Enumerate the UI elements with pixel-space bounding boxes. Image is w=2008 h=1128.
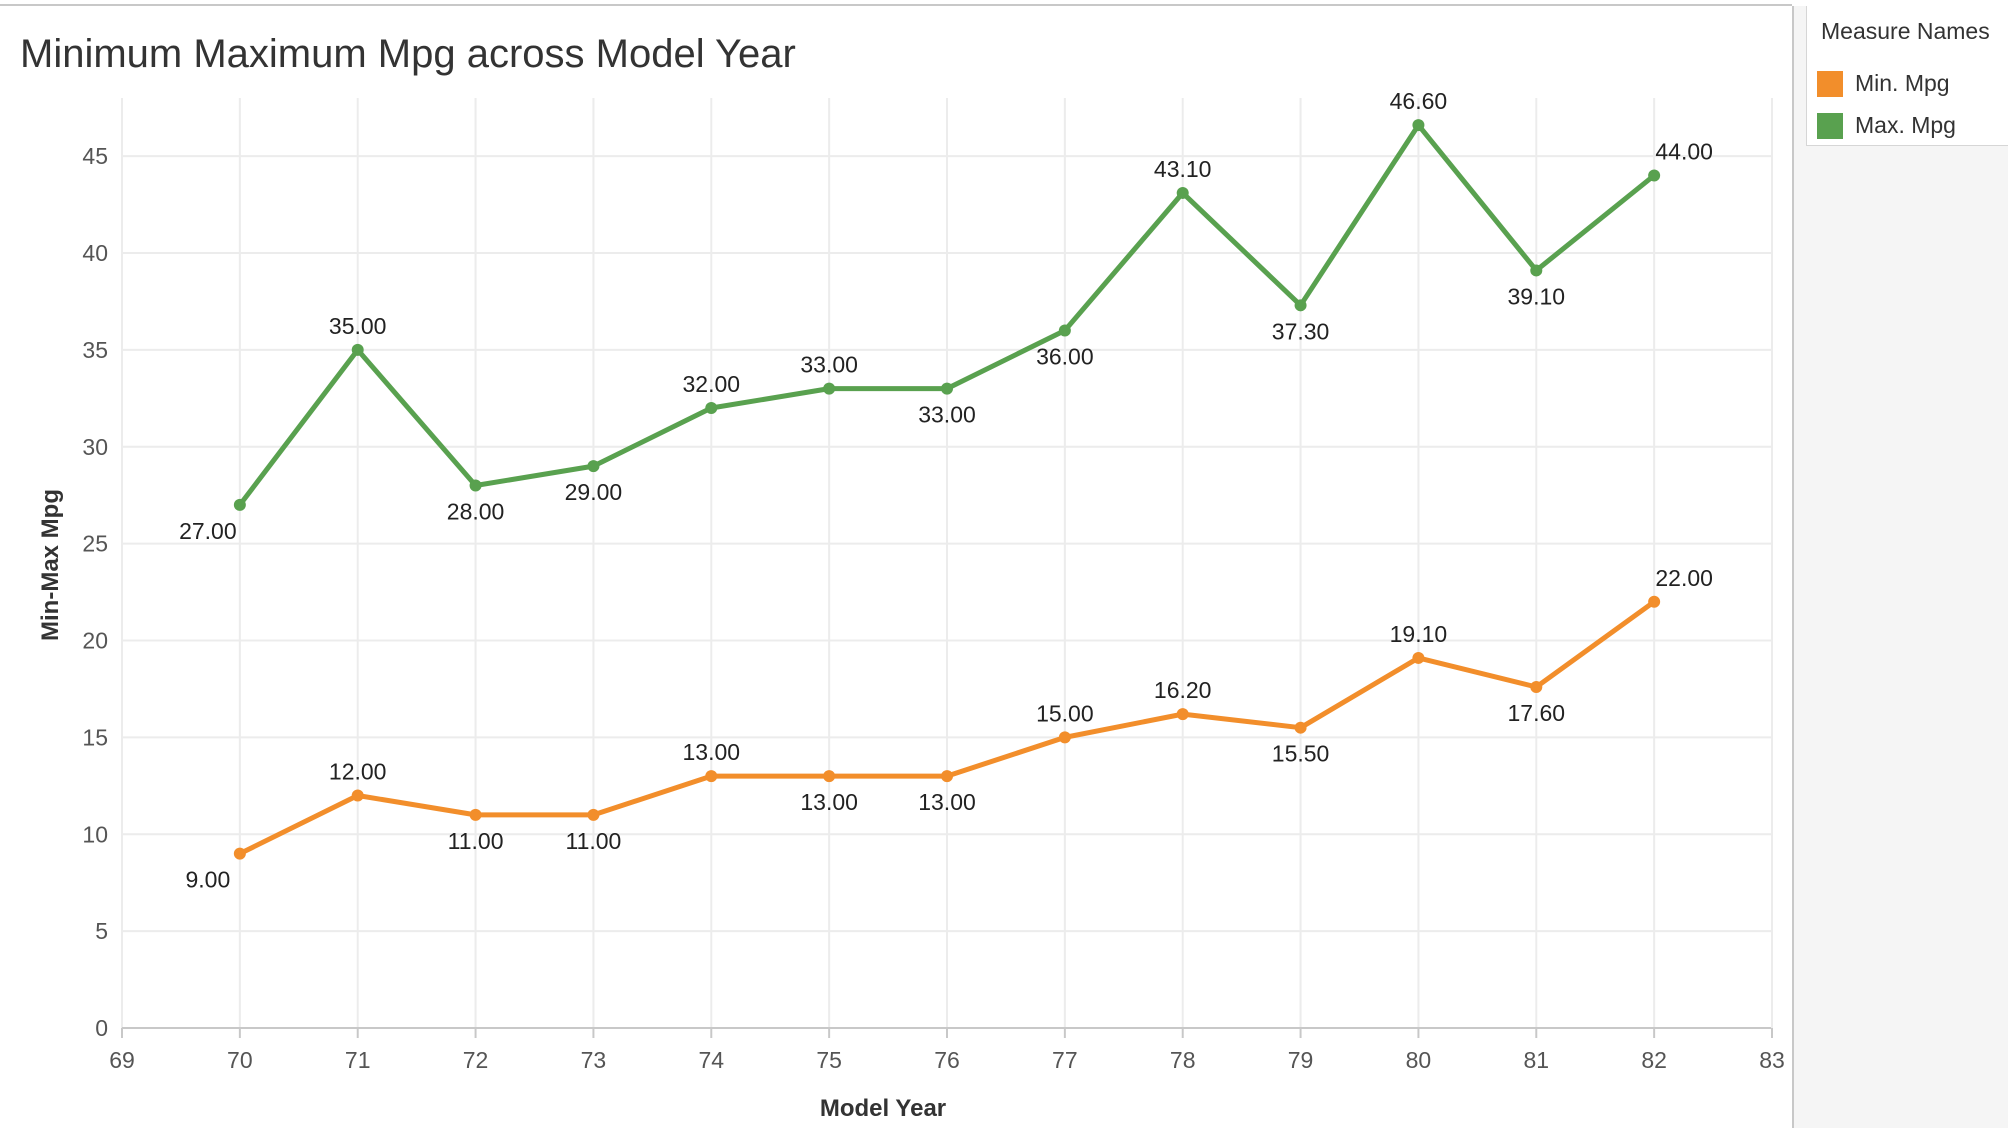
- y-axis-title: Min-Max Mpg: [37, 489, 64, 641]
- data-label-max-mpg: 46.60: [1390, 88, 1448, 114]
- data-point-max-mpg: [587, 460, 600, 473]
- x-tick-label: 73: [581, 1047, 607, 1073]
- data-point-max-mpg: [823, 382, 836, 395]
- x-tick-label: 76: [934, 1047, 960, 1073]
- legend-label-min-mpg: Min. Mpg: [1855, 70, 1950, 96]
- data-label-max-mpg: 33.00: [918, 402, 976, 428]
- legend-item-max-mpg[interactable]: Max. Mpg: [1817, 110, 2007, 140]
- x-tick-label: 78: [1170, 1047, 1196, 1073]
- data-point-max-mpg: [1294, 299, 1307, 312]
- right-panel: [1792, 6, 2008, 1128]
- data-point-min-mpg: [823, 770, 836, 783]
- x-axis-title: Model Year: [820, 1095, 946, 1122]
- data-label-min-mpg: 22.00: [1655, 565, 1713, 591]
- data-point-max-mpg: [1176, 186, 1189, 199]
- x-tick-label: 81: [1523, 1047, 1549, 1073]
- data-point-min-mpg: [1294, 721, 1307, 734]
- y-tick-label: 30: [82, 434, 108, 460]
- data-points-layer: [233, 119, 1661, 860]
- legend-label-max-mpg: Max. Mpg: [1855, 112, 1956, 138]
- x-tick-label: 74: [698, 1047, 724, 1073]
- grid-layer: [121, 98, 1773, 1028]
- data-label-min-mpg: 11.00: [565, 828, 621, 854]
- data-point-min-mpg: [1648, 595, 1661, 608]
- data-point-min-mpg: [469, 808, 482, 821]
- x-tick-label: 70: [227, 1047, 253, 1073]
- data-label-max-mpg: 36.00: [1036, 344, 1094, 370]
- data-label-min-mpg: 13.00: [683, 739, 741, 765]
- chart-title: Minimum Maximum Mpg across Model Year: [20, 32, 796, 76]
- x-tick-label: 75: [816, 1047, 842, 1073]
- y-tick-label: 20: [82, 628, 108, 654]
- legend-swatch-max-mpg: [1817, 113, 1843, 139]
- data-point-max-mpg: [705, 402, 718, 414]
- data-label-max-mpg: 35.00: [329, 313, 387, 339]
- data-label-min-mpg: 15.50: [1272, 741, 1330, 767]
- y-tick-label: 40: [82, 240, 108, 266]
- data-label-max-mpg: 43.10: [1154, 156, 1212, 182]
- data-labels-layer: 9.00 12.00 11.00 11.00 13.00 13.00 13.00 15.00 1…: [179, 88, 1713, 893]
- y-tick-label: 5: [95, 918, 108, 944]
- data-point-min-mpg: [941, 770, 953, 783]
- data-label-min-mpg: 16.20: [1154, 677, 1212, 703]
- data-label-max-mpg: 29.00: [565, 479, 623, 505]
- data-point-min-mpg: [705, 770, 718, 783]
- data-point-max-mpg: [1648, 169, 1661, 182]
- x-tick-label: 83: [1759, 1047, 1785, 1073]
- legend: Measure Names Min. Mpg Max. Mpg: [1806, 6, 2008, 146]
- data-label-min-mpg: 13.00: [800, 789, 858, 815]
- data-label-max-mpg: 37.30: [1272, 318, 1330, 344]
- data-point-min-mpg: [1058, 731, 1071, 744]
- x-tick-label: 82: [1641, 1047, 1667, 1073]
- data-point-min-mpg: [1176, 708, 1189, 721]
- data-point-max-mpg: [941, 382, 953, 395]
- x-tick-label: 80: [1406, 1047, 1432, 1073]
- top-border: [0, 4, 1792, 6]
- x-tick-label: 69: [109, 1047, 135, 1073]
- data-label-min-mpg: 9.00: [185, 867, 230, 893]
- x-tick-label: 71: [345, 1047, 371, 1073]
- legend-swatch-min-mpg: [1817, 71, 1843, 97]
- data-point-max-mpg: [1058, 324, 1071, 337]
- y-tick-label: 10: [82, 821, 108, 847]
- data-label-max-mpg: 32.00: [683, 371, 741, 397]
- x-tick-label: 77: [1052, 1047, 1078, 1073]
- data-point-min-mpg: [1530, 681, 1543, 693]
- line-chart: 69 70 71 72 73 74 75 76 77 78 79 80 81 82 83 0 5 10 15 20 25…: [37, 88, 1785, 1122]
- y-tick-label: 0: [95, 1015, 108, 1041]
- data-point-min-mpg: [351, 789, 364, 802]
- data-point-min-mpg: [1412, 651, 1425, 664]
- data-point-max-mpg: [233, 498, 246, 511]
- axis-layer: 69 70 71 72 73 74 75 76 77 78 79 80 81 82 83 0 5 10 15 20 25…: [37, 98, 1785, 1122]
- y-tick-label: 45: [82, 143, 108, 169]
- x-tick-label: 79: [1288, 1047, 1314, 1073]
- data-point-max-mpg: [351, 343, 364, 356]
- data-label-min-mpg: 15.00: [1036, 700, 1094, 726]
- data-label-min-mpg: 13.00: [918, 789, 976, 815]
- data-label-max-mpg: 39.10: [1508, 283, 1566, 309]
- data-label-min-mpg: 11.00: [448, 828, 504, 854]
- data-point-max-mpg: [469, 479, 482, 492]
- data-label-min-mpg: 17.60: [1508, 700, 1566, 726]
- legend-title: Measure Names: [1821, 18, 1990, 44]
- data-point-max-mpg: [1530, 264, 1543, 277]
- data-label-max-mpg: 44.00: [1655, 139, 1713, 165]
- legend-item-min-mpg[interactable]: Min. Mpg: [1817, 68, 2007, 98]
- y-tick-label: 35: [82, 337, 108, 363]
- data-point-min-mpg: [233, 847, 246, 860]
- y-tick-label: 15: [82, 724, 108, 750]
- data-label-max-mpg: 27.00: [179, 518, 237, 544]
- data-label-min-mpg: 12.00: [329, 759, 387, 785]
- data-point-min-mpg: [587, 808, 600, 821]
- data-label-min-mpg: 19.10: [1390, 621, 1448, 647]
- data-label-max-mpg: 28.00: [447, 499, 505, 525]
- x-tick-label: 72: [463, 1047, 489, 1073]
- data-point-max-mpg: [1412, 119, 1425, 132]
- y-tick-label: 25: [82, 531, 108, 557]
- data-label-max-mpg: 33.00: [800, 352, 858, 378]
